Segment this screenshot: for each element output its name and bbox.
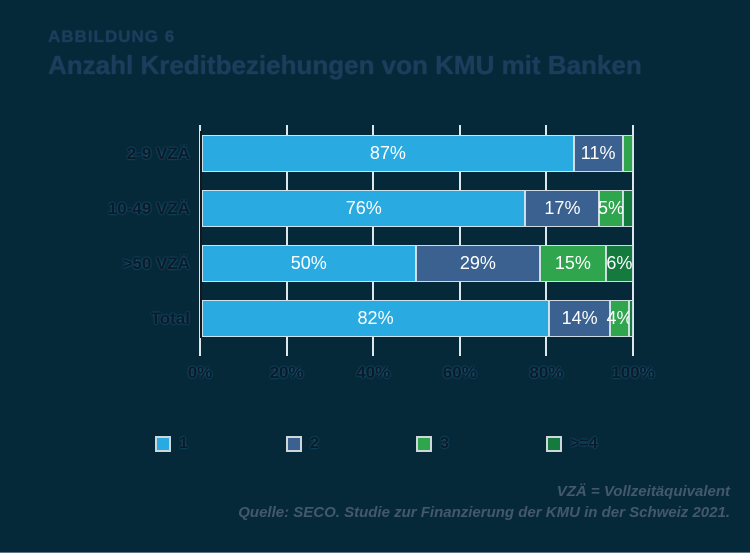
category-label: 2-9 VZÄ [126,144,190,163]
footnotes: VZÄ = Vollzeitäquivalent Quelle: SECO. S… [238,481,730,523]
category-label: >50 VZÄ [122,254,190,273]
figure-title: Anzahl Kreditbeziehungen von KMU mit Ban… [48,50,642,80]
footnote-source: Quelle: SECO. Studie zur Finanzierung de… [238,504,730,521]
bar-row: 82% 14% 4% [202,300,633,337]
gridline [458,125,461,356]
bar-value-label: 50% [290,253,327,273]
figure-kicker: ABBILDUNG 6 [48,27,176,46]
gridline [545,125,548,356]
x-axis: 0% 20% 40% 60% 80% 100% [188,363,655,385]
x-tick-label: 0% [187,363,213,382]
bar-value-label: 14% [561,308,598,328]
legend-item: 2 [286,435,319,453]
legend: 1 2 3 >=4 [0,435,750,457]
legend-label: >=4 [570,435,598,452]
bar-value-label: 87% [369,143,406,163]
gridline [285,125,288,356]
bar-value-label: 11% [580,143,616,163]
footnote-vza: VZÄ = Vollzeitäquivalent [556,483,730,500]
x-tick-label: 60% [442,363,477,382]
bar-segment [628,300,633,337]
bar-segment [622,190,633,227]
bar-segment: 17% [525,190,600,227]
legend-swatch-2 [286,436,302,452]
bar-segment: 82% [202,300,550,337]
legend-swatch-4 [546,436,562,452]
legend-label: 2 [310,435,319,452]
gridline [632,125,634,356]
category-label: Total [150,309,190,328]
y-axis-line [200,131,202,338]
bar-segment: 11% [573,135,623,172]
bar-value-label: 76% [345,198,382,218]
gridline [372,125,375,356]
category-axis: 2-9 VZÄ 10-49 VZÄ >50 VZÄ Total [0,125,190,356]
bar-value-label: 4% [606,308,633,328]
legend-label: 3 [440,435,449,452]
bar-value-label: 29% [459,253,496,273]
bar-value-label: 5% [597,198,624,218]
category-label: 10-49 VZÄ [107,199,190,218]
legend-label: 1 [179,435,188,452]
bar-row: 76% 17% 5% [202,190,633,227]
bar-segment: 5% [597,190,624,227]
bar-segment [622,135,633,172]
bar-row: 87% 11% [202,135,633,172]
x-tick-label: 100% [611,363,655,382]
bar-segment: 50% [202,245,416,282]
bar-value-label: 82% [357,308,394,328]
bar-segment: 76% [202,190,526,227]
plot-area: 87% 11% 76% 17% 5% 50% 29% 15% 6% 82% 14% 4% [199,125,634,356]
x-tick-label: 40% [356,363,391,382]
bar-segment: 15% [540,245,606,282]
bar-segment: 14% [549,300,611,337]
legend-swatch-1 [155,436,171,452]
legend-item: 3 [416,435,449,453]
bar-segment: 4% [606,300,632,337]
legend-swatch-3 [416,436,432,452]
legend-item: >=4 [546,435,598,453]
x-tick-label: 20% [269,363,304,382]
legend-item: 1 [155,435,188,453]
bar-row: 50% 29% 15% 6% [202,245,633,282]
bar-value-label: 15% [554,253,591,273]
x-tick-label: 80% [529,363,564,382]
bar-segment: 87% [202,135,574,172]
bar-segment: 29% [415,245,541,282]
bar-value-label: 17% [544,198,581,218]
bar-segment: 6% [605,245,633,282]
bar-value-label: 6% [606,253,633,273]
